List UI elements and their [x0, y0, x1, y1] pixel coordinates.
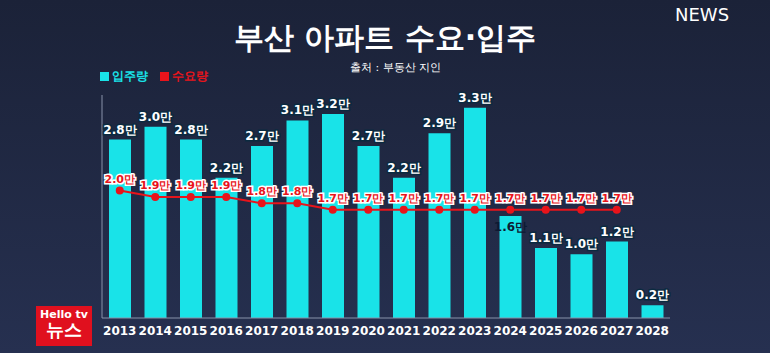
svg-text:1.9만: 1.9만	[211, 179, 242, 192]
svg-text:2014: 2014	[139, 324, 172, 338]
html-text:뉴스: 뉴스	[46, 318, 82, 340]
svg-text:2023: 2023	[458, 324, 491, 338]
svg-text:1.7만: 1.7만	[424, 192, 455, 205]
svg-text:2.7만: 2.7만	[245, 129, 278, 143]
html-text:NEWS: NEWS	[675, 4, 730, 25]
svg-text:2.9만: 2.9만	[423, 116, 456, 130]
svg-text:2.2만: 2.2만	[210, 161, 243, 175]
svg-text:3.3만: 3.3만	[458, 91, 491, 105]
svg-text:2.8만: 2.8만	[103, 123, 136, 137]
svg-text:2028: 2028	[636, 324, 669, 338]
svg-text:1.0만: 1.0만	[565, 237, 598, 251]
svg-text:2015: 2015	[174, 324, 207, 338]
svg-text:2024: 2024	[494, 324, 527, 338]
svg-text:2013: 2013	[103, 324, 136, 338]
svg-text:3.2만: 3.2만	[316, 97, 349, 111]
svg-text:3.0만: 3.0만	[139, 110, 172, 124]
svg-text:2.7만: 2.7만	[352, 129, 385, 143]
svg-text:0.2만: 0.2만	[636, 288, 669, 302]
svg-text:2021: 2021	[387, 324, 420, 338]
svg-text:2025: 2025	[529, 324, 562, 338]
svg-text:2016: 2016	[210, 324, 243, 338]
html-text:Hello tv: Hello tv	[40, 308, 88, 321]
html-text:출처 : 부동산 지인: 출처 : 부동산 지인	[350, 61, 442, 74]
svg-text:2020: 2020	[352, 324, 385, 338]
svg-text:2018: 2018	[281, 324, 314, 338]
svg-text:1.7만: 1.7만	[353, 192, 384, 205]
svg-text:1.6만: 1.6만	[494, 220, 527, 234]
svg-text:3.1만: 3.1만	[281, 103, 314, 117]
svg-text:2.2만: 2.2만	[387, 161, 420, 175]
svg-text:2019: 2019	[316, 324, 349, 338]
html-text:부산 아파트 수요·입주: 부산 아파트 수요·입주	[233, 20, 537, 55]
svg-text:2022: 2022	[423, 324, 456, 338]
svg-text:1.2만: 1.2만	[600, 225, 633, 239]
svg-text:2026: 2026	[565, 324, 598, 338]
svg-text:1.7만: 1.7만	[389, 192, 420, 205]
svg-text:1.7만: 1.7만	[495, 192, 526, 205]
svg-text:1.7만: 1.7만	[531, 192, 562, 205]
svg-text:1.9만: 1.9만	[140, 179, 171, 192]
svg-text:1.8만: 1.8만	[282, 185, 313, 198]
html-text:입주량: 입주량	[112, 69, 148, 83]
svg-text:1.7만: 1.7만	[318, 192, 349, 205]
svg-text:1.1만: 1.1만	[529, 231, 562, 245]
svg-text:2.0만: 2.0만	[105, 173, 136, 186]
svg-text:1.7만: 1.7만	[460, 192, 491, 205]
svg-text:1.7만: 1.7만	[602, 192, 633, 205]
html-text:수요량: 수요량	[172, 69, 208, 83]
svg-text:2017: 2017	[245, 324, 278, 338]
svg-text:1.7만: 1.7만	[566, 192, 597, 205]
svg-text:1.9만: 1.9만	[176, 179, 207, 192]
svg-text:2027: 2027	[600, 324, 633, 338]
svg-text:1.8만: 1.8만	[247, 185, 278, 198]
svg-text:2.8만: 2.8만	[174, 123, 207, 137]
